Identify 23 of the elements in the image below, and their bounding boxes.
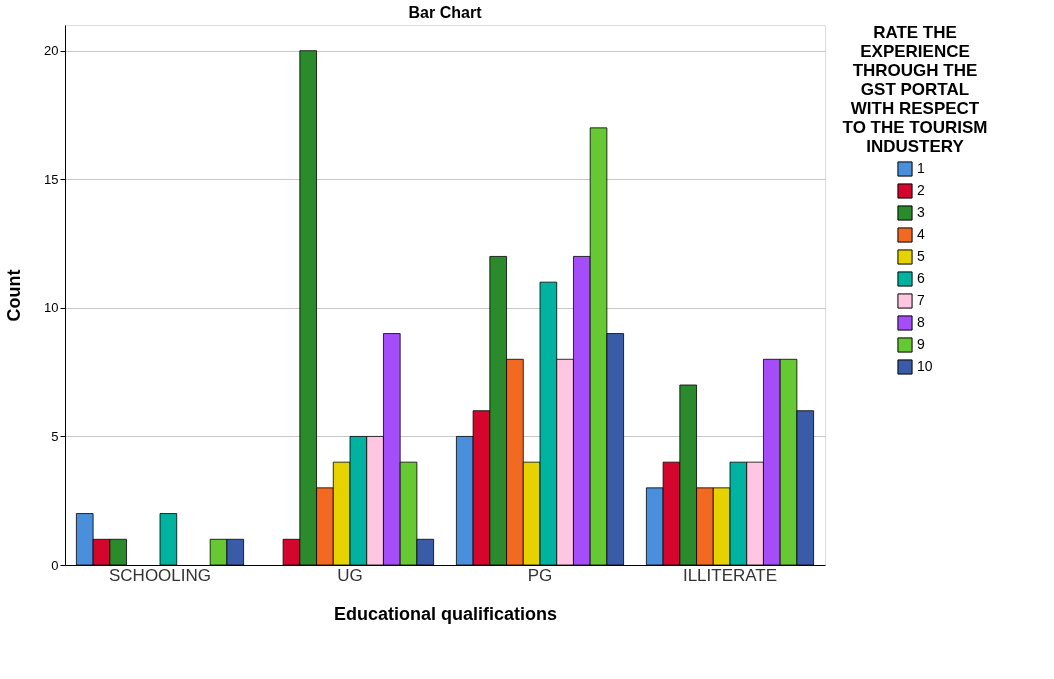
y-tick-label: 15 <box>44 171 59 187</box>
y-tick-label: 10 <box>44 300 59 316</box>
x-axis-title: Educational qualifications <box>333 603 558 624</box>
legend-label: 10 <box>917 358 933 374</box>
x-tick-label: PG <box>527 565 553 585</box>
legend-label: 5 <box>917 248 925 264</box>
legend-label: 2 <box>917 182 925 198</box>
x-tick-label: SCHOOLING <box>108 565 212 585</box>
legend-title: RATE THE EXPERIENCE THROUGH THE GST PORTAL WITH RESPECT TO THE TOURISM INDUSTERY <box>842 23 988 156</box>
legend-label: 3 <box>917 204 925 220</box>
legend-label: 4 <box>917 226 925 242</box>
legend-label: 7 <box>917 292 925 308</box>
chart-title: Bar Chart <box>408 4 483 21</box>
x-tick-label: ILLITERATE <box>682 565 778 585</box>
x-tick-label: UG <box>337 565 363 585</box>
legend-label: 9 <box>917 336 925 352</box>
legend-label: 8 <box>917 314 925 330</box>
y-tick-label: 0 <box>51 557 59 573</box>
legend-label: 6 <box>917 270 925 286</box>
y-axis-title: Count <box>4 269 25 322</box>
legend-label: 1 <box>917 160 925 176</box>
y-tick-label: 5 <box>51 428 59 444</box>
y-tick-label: 20 <box>44 43 59 59</box>
